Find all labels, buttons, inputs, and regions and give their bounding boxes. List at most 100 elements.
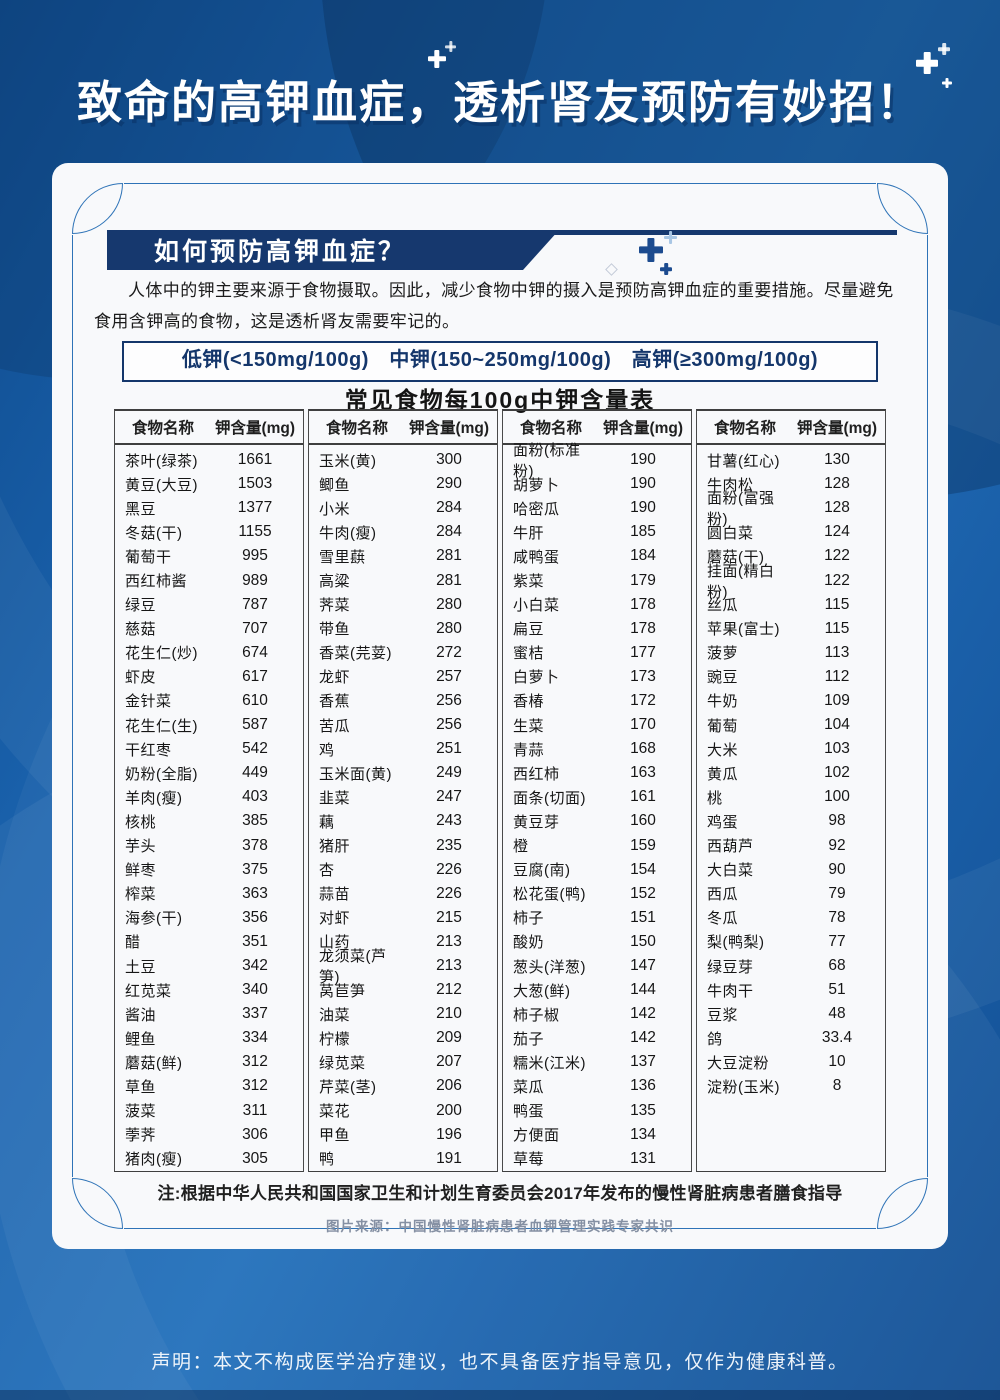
food-name: 雪里蕻 bbox=[319, 548, 366, 566]
table-row: 桃 100 bbox=[697, 785, 885, 809]
table-row: 花生仁(生) 587 bbox=[115, 713, 303, 737]
potassium-value: 68 bbox=[828, 957, 846, 975]
table-row: 芋头 378 bbox=[115, 834, 303, 858]
potassium-legend: 低钾(<150mg/100g) 中钾(150~250mg/100g) 高钾(≥3… bbox=[122, 341, 878, 382]
food-name: 蘑菇(干) bbox=[707, 548, 765, 566]
potassium-value: 257 bbox=[436, 667, 462, 685]
food-name: 豆浆 bbox=[707, 1006, 739, 1024]
potassium-value: 449 bbox=[242, 764, 268, 782]
potassium-value: 210 bbox=[436, 1005, 462, 1023]
food-name: 海参(干) bbox=[125, 910, 183, 928]
table-row: 黄豆(大豆) 1503 bbox=[115, 472, 303, 496]
table-row: 豆浆 48 bbox=[697, 1002, 885, 1026]
food-name: 香菜(芫荽) bbox=[319, 645, 392, 663]
potassium-value: 215 bbox=[436, 908, 462, 926]
background-bottom-strip bbox=[0, 1390, 1000, 1400]
food-name: 蜜桔 bbox=[513, 645, 545, 663]
food-name: 豆腐(南) bbox=[513, 862, 571, 880]
food-name: 甘薯(红心) bbox=[707, 452, 780, 470]
banner-block: 如何预防高钾血症？ bbox=[107, 230, 559, 270]
food-name: 圆白菜 bbox=[707, 524, 754, 542]
table-row: 胡萝卜 190 bbox=[503, 472, 691, 496]
potassium-value: 206 bbox=[436, 1077, 462, 1095]
table-row: 松花蛋(鸭) 152 bbox=[503, 882, 691, 906]
potassium-value: 104 bbox=[824, 716, 850, 734]
table-row: 蘑菇(干) 122 bbox=[697, 544, 885, 568]
potassium-value: 147 bbox=[630, 957, 656, 975]
table-row: 小白菜 178 bbox=[503, 593, 691, 617]
potassium-value: 272 bbox=[436, 643, 462, 661]
potassium-value: 281 bbox=[436, 547, 462, 565]
plus-icon bbox=[942, 78, 952, 88]
food-name: 龙虾 bbox=[319, 669, 351, 687]
corner-ornament bbox=[876, 1177, 929, 1230]
potassium-value: 122 bbox=[824, 571, 850, 589]
food-table-column: 食物名称 钾含量(mg) 茶叶(绿茶) 1661 黄豆(大豆) 1503 黑豆 1377 冬菇(… bbox=[114, 409, 304, 1172]
potassium-value: 79 bbox=[828, 884, 846, 902]
table-row: 大白菜 90 bbox=[697, 858, 885, 882]
food-name: 杏 bbox=[319, 862, 335, 880]
potassium-value: 150 bbox=[630, 932, 656, 950]
potassium-value: 610 bbox=[242, 691, 268, 709]
food-name: 龙须菜(芦笋) bbox=[319, 948, 387, 987]
potassium-value: 989 bbox=[242, 571, 268, 589]
potassium-value: 190 bbox=[630, 475, 656, 493]
table-row: 生菜 170 bbox=[503, 713, 691, 737]
table-row: 橙 159 bbox=[503, 834, 691, 858]
food-name: 绿苋菜 bbox=[319, 1054, 366, 1072]
food-table-body: 玉米(黄) 300 鲫鱼 290 小米 284 牛肉(瘦) 284 雪里蕻 281 高粱 281 荠菜 2… bbox=[309, 445, 497, 1171]
potassium-value: 334 bbox=[242, 1029, 268, 1047]
food-name: 白萝卜 bbox=[513, 669, 560, 687]
corner-ornament bbox=[71, 1177, 124, 1230]
potassium-value: 249 bbox=[436, 764, 462, 782]
table-row: 黑豆 1377 bbox=[115, 496, 303, 520]
header-potassium: 钾含量(mg) bbox=[602, 420, 684, 437]
table-row: 茄子 142 bbox=[503, 1026, 691, 1050]
food-name: 羊肉(瘦) bbox=[125, 789, 183, 807]
food-name: 挂面(精白粉) bbox=[707, 562, 775, 601]
food-name: 葡萄 bbox=[707, 717, 739, 735]
food-name: 菠菜 bbox=[125, 1103, 157, 1121]
section-title: 如何预防高钾血症？ bbox=[154, 238, 407, 266]
table-row: 花生仁(炒) 674 bbox=[115, 641, 303, 665]
table-row: 龙虾 257 bbox=[309, 665, 497, 689]
table-row: 虾皮 617 bbox=[115, 665, 303, 689]
food-name: 冬菇(干) bbox=[125, 524, 183, 542]
potassium-value: 130 bbox=[824, 451, 850, 469]
table-row: 西红柿酱 989 bbox=[115, 568, 303, 592]
potassium-value: 284 bbox=[436, 523, 462, 541]
food-name: 菠萝 bbox=[707, 645, 739, 663]
food-name: 牛肉干 bbox=[707, 982, 754, 1000]
potassium-value: 160 bbox=[630, 812, 656, 830]
potassium-value: 173 bbox=[630, 667, 656, 685]
table-row: 茶叶(绿茶) 1661 bbox=[115, 448, 303, 472]
potassium-value: 8 bbox=[832, 1077, 842, 1095]
table-row: 圆白菜 124 bbox=[697, 520, 885, 544]
food-name: 西瓜 bbox=[707, 886, 739, 904]
food-name: 面粉(富强粉) bbox=[707, 490, 775, 529]
potassium-value: 226 bbox=[436, 884, 462, 902]
table-row: 蘑菇(鲜) 312 bbox=[115, 1050, 303, 1074]
table-row: 面条(切面) 161 bbox=[503, 785, 691, 809]
potassium-value: 284 bbox=[436, 499, 462, 517]
potassium-value: 207 bbox=[436, 1053, 462, 1071]
food-name: 苦瓜 bbox=[319, 717, 351, 735]
potassium-value: 185 bbox=[630, 523, 656, 541]
potassium-value: 312 bbox=[242, 1053, 268, 1071]
food-name: 柠檬 bbox=[319, 1030, 351, 1048]
table-row: 羊肉(瘦) 403 bbox=[115, 785, 303, 809]
image-source: 图片来源：中国慢性肾脏病患者血钾管理实践专家共识 bbox=[326, 1219, 674, 1234]
table-row: 菜花 200 bbox=[309, 1099, 497, 1123]
food-name: 蘑菇(鲜) bbox=[125, 1054, 183, 1072]
food-name: 对虾 bbox=[319, 910, 351, 928]
potassium-value: 33.4 bbox=[821, 1029, 853, 1047]
food-name: 大豆淀粉 bbox=[707, 1054, 770, 1072]
potassium-value: 247 bbox=[436, 788, 462, 806]
potassium-value: 144 bbox=[630, 981, 656, 999]
potassium-value: 190 bbox=[630, 499, 656, 517]
table-row: 酱油 337 bbox=[115, 1002, 303, 1026]
table-row: 豌豆 112 bbox=[697, 665, 885, 689]
food-name: 香椿 bbox=[513, 693, 545, 711]
food-name: 咸鸭蛋 bbox=[513, 548, 560, 566]
potassium-value: 78 bbox=[828, 908, 846, 926]
